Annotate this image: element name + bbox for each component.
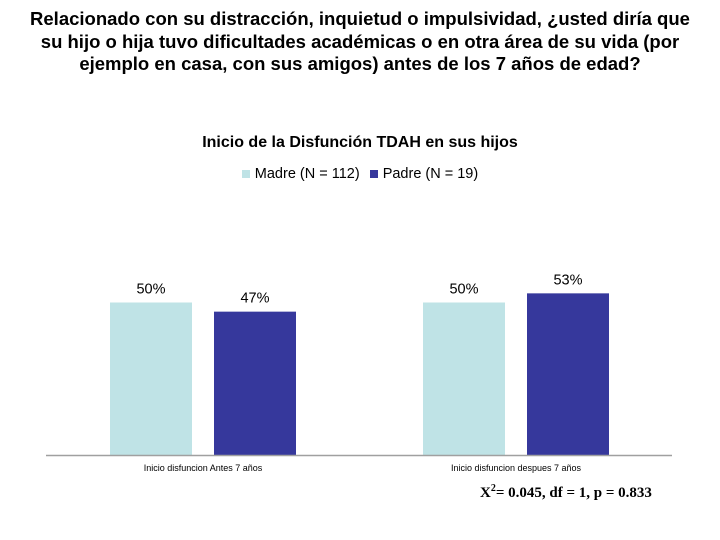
legend-swatch-padre [369,170,378,178]
stat-text: = 0.045, df = 1, p = 0.833 [495,485,652,501]
chart-title: Inicio de la Disfunción TDAH en sus hijo… [202,134,518,151]
data-label-padre-2: 53% [553,272,582,288]
legend-label-madre: Madre (N = 112) [254,166,360,182]
legend-swatch-madre [241,170,250,178]
chi-square-stat: X2= 0.045, df = 1, p = 0.833 [480,483,700,502]
stat-prefix: X [480,485,491,501]
stat-superscript: 2 [490,483,496,494]
legend-item-madre: Madre (N = 112) [241,166,360,182]
legend-item-padre: Padre (N = 19) [369,166,479,182]
page-title: Relacionado con su distracción, inquietu… [30,8,690,74]
bar-padre-2 [527,293,609,455]
bar-madre-2 [423,302,505,455]
x-tick-label-1: Inicio disfuncion Antes 7 años [144,463,263,473]
bar-madre-1 [110,302,192,455]
data-label-madre-2: 50% [449,282,478,298]
data-label-padre-1: 47% [240,291,269,307]
data-label-madre-1: 50% [136,282,165,298]
chart-legend: Madre (N = 112) Padre (N = 19) [0,166,720,182]
x-tick-label-2: Inicio disfuncion despues 7 años [451,463,582,473]
bar-padre-1 [214,311,296,455]
legend-label-padre: Padre (N = 19) [382,166,479,182]
